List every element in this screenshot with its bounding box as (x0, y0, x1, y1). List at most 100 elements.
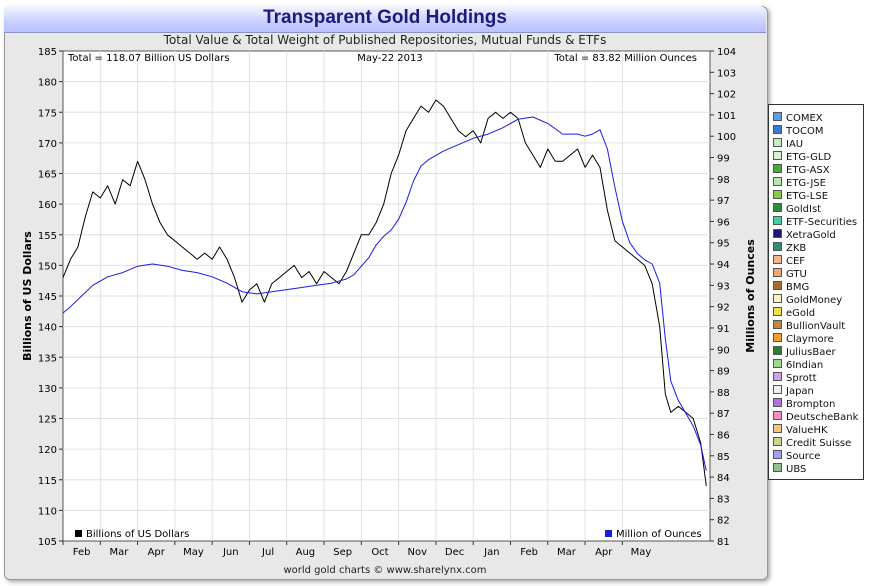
date-label: May-22 2013 (357, 53, 422, 64)
right-tick-label: 88 (717, 388, 730, 399)
x-axis-ticks: Feb Mar Apr May Jun Jul Aug Sep Oct Nov Dec Jan Feb M… (62, 541, 652, 558)
right-axis-label: Millions of Ounces (744, 239, 757, 353)
legend-swatch (773, 450, 782, 459)
legend-label: eGold (786, 308, 816, 319)
legend-swatch (773, 138, 782, 147)
right-tick-label: 82 (717, 516, 730, 527)
legend-item: ValueHK (773, 424, 828, 436)
x-tick-label: Mar (557, 547, 577, 558)
legend-item: Japan (773, 385, 814, 397)
legend-item: ETG-LSE (773, 190, 828, 202)
legend-item: IAU (773, 138, 803, 150)
series-line-ounces (62, 116, 707, 471)
legend-item: ETG-GLD (773, 151, 831, 163)
right-tick-label: 89 (717, 367, 730, 378)
x-tick-label: Mar (109, 547, 129, 558)
x-tick-label: Oct (371, 547, 388, 558)
legend-item: GTU (773, 268, 807, 280)
legend-label: Sprott (786, 373, 817, 384)
legend-label: ETF-Securities (786, 217, 858, 228)
legend-item: Source (773, 450, 820, 462)
right-tick-label: 104 (717, 47, 736, 58)
legend-swatch (773, 372, 782, 381)
legend-label: Japan (786, 386, 814, 397)
legend-label: GoldMoney (786, 295, 843, 306)
legend-label: GoldIst (786, 204, 822, 215)
left-tick-label: 160 (38, 200, 57, 211)
right-tick-label: 83 (717, 494, 730, 505)
legend-label: Credit Suisse (786, 438, 852, 449)
legend-label: ETG-JSE (786, 178, 826, 189)
legend-label: 6Indian (786, 360, 824, 371)
legend-item: 6Indian (773, 359, 823, 371)
legend-label: CEF (786, 256, 806, 267)
right-tick-label: 102 (717, 90, 736, 101)
legend-swatch (773, 242, 782, 251)
right-tick-label: 100 (717, 132, 736, 143)
legend-swatch (773, 346, 782, 355)
footer-credit: world gold charts © www.sharelynx.com (283, 565, 487, 576)
legend-label: ValueHK (786, 425, 828, 436)
x-tick-label: May (631, 547, 652, 558)
right-tick-label: 95 (717, 239, 730, 250)
right-tick-label: 94 (717, 260, 730, 271)
legend-swatch (773, 229, 782, 238)
left-axis-ticks: 105 110 115 120 125 130 135 140 145 150 155 160 165 1… (38, 47, 63, 548)
legend-item: BullionVault (773, 320, 845, 332)
left-tick-label: 130 (38, 384, 57, 395)
legend-item: GoldMoney (773, 294, 842, 306)
legend-label: XetraGold (786, 230, 836, 241)
total-value-label: Total = 118.07 Billion US Dollars (67, 53, 230, 64)
legend-swatch (773, 424, 782, 433)
left-tick-label: 175 (38, 108, 57, 119)
chart-title: Transparent Gold Holdings (263, 7, 507, 28)
legend-label: IAU (786, 139, 804, 150)
legend-item: DeutscheBank (773, 411, 858, 423)
grid-lines (63, 51, 710, 541)
legend-label: BullionVault (786, 321, 846, 332)
legend-item: eGold (773, 307, 815, 319)
x-tick-label: Feb (520, 547, 538, 558)
x-tick-label: Jun (222, 547, 239, 558)
legend-item: TOCOM (773, 125, 823, 137)
legend-item: Brompton (773, 398, 835, 410)
legend-swatch (773, 411, 782, 420)
legend-item: ETF-Securities (773, 216, 857, 228)
legend-item: UBS (773, 463, 806, 475)
repository-legend: COMEX TOCOM IAU ETG-GLD ETG-ASX ETG-JSE ETG-LS… (768, 104, 864, 480)
legend-swatch (773, 190, 782, 199)
legend-swatch (773, 307, 782, 316)
right-axis-ticks: 81 82 83 84 85 86 87 88 89 90 91 92 93 94 95 96 97 98 99 10… (710, 47, 736, 548)
legend-item: COMEX (773, 112, 823, 124)
title-bar (4, 6, 766, 33)
left-tick-label: 150 (38, 261, 57, 272)
legend-swatch (773, 164, 782, 173)
right-tick-label: 86 (717, 430, 730, 441)
total-weight-label: Total = 83.82 Million Ounces (553, 53, 697, 64)
legend-label: ZKB (786, 243, 807, 254)
legend-item: GoldIst (773, 203, 821, 215)
x-tick-label: Apr (148, 547, 166, 558)
legend-swatch (773, 268, 782, 277)
legend-swatch (773, 177, 782, 186)
legend-label: BMG (786, 282, 810, 293)
x-tick-label: Apr (595, 547, 613, 558)
legend-label: Source (786, 451, 821, 462)
legend-swatch (773, 385, 782, 394)
chart-subtitle: Total Value & Total Weight of Published … (163, 33, 607, 47)
legend-label: JuliusBaer (786, 347, 836, 358)
left-tick-label: 115 (38, 476, 57, 487)
legend-swatch (773, 398, 782, 407)
legend-swatch (773, 294, 782, 303)
legend-swatch (773, 320, 782, 329)
left-axis-label: Billions of US Dollars (21, 231, 34, 361)
right-tick-label: 84 (717, 473, 730, 484)
left-tick-label: 145 (38, 292, 57, 303)
legend-swatch (773, 437, 782, 446)
left-tick-label: 125 (38, 415, 57, 426)
legend-label: Claymore (786, 334, 834, 345)
left-tick-label: 170 (38, 139, 57, 150)
legend-swatch (773, 281, 782, 290)
x-tick-label: Jul (261, 547, 274, 558)
